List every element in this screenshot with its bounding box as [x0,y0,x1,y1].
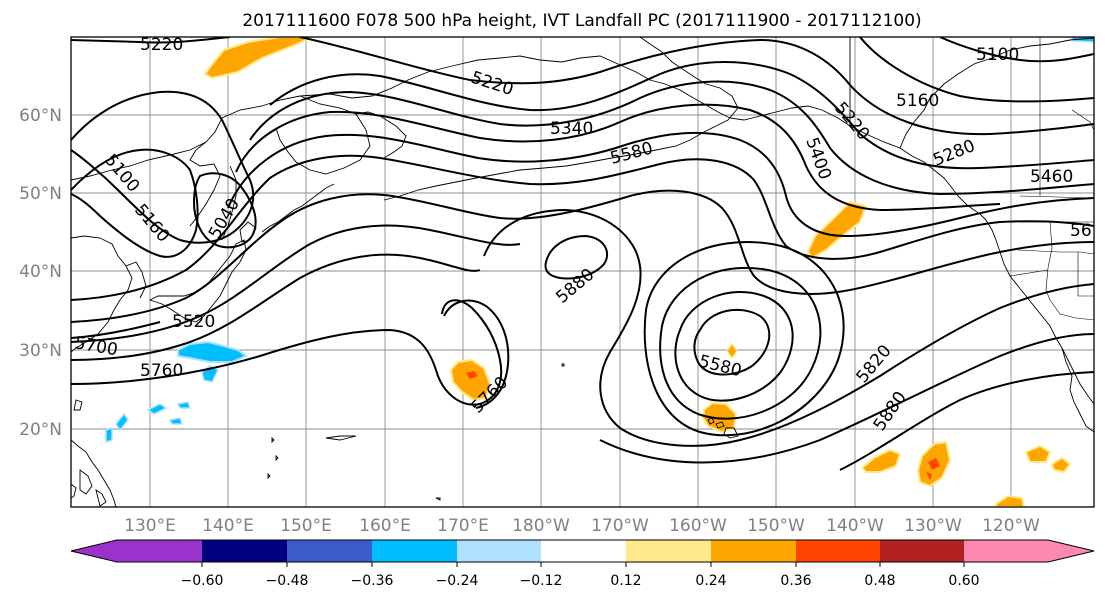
lon-tick-label: 120°W [982,516,1040,536]
contour-label: 5460 [1030,167,1073,187]
contour-label: 56 [1070,221,1092,241]
shade-positive-se-4 [1050,456,1072,474]
colorbar-segment [711,540,796,562]
colorbar-tick-label: −0.48 [266,573,309,589]
contour-label: 5340 [550,119,593,139]
contour-label: 5160 [896,91,939,111]
lon-tick-label: 160°W [669,516,727,536]
colorbar-tick-label: 0.24 [695,573,726,589]
colorbar-tick-label: 0.60 [948,573,979,589]
shade-positive-diamond [726,342,738,360]
shade-negative-japan [177,340,248,363]
figure-title: 2017111600 F078 500 hPa height, IVT Land… [242,11,921,31]
colorbar-extend-over [1048,540,1094,562]
colorbar-tick-label: 0.12 [610,573,641,589]
shade-negative-sw-2 [176,401,192,409]
colorbar-segment [796,540,880,562]
shade-positive-se-3 [1024,444,1052,463]
ivt-shading [105,37,1094,507]
colorbar-extend-under [71,540,117,562]
shade-negative-sw-5 [168,417,184,425]
colorbar-segment [202,540,287,562]
lat-tick-label: 60°N [19,106,62,126]
shade-negative-sw-4 [105,426,113,444]
colorbar-tick-label: 0.48 [864,573,895,589]
lon-tick-label: 150°W [747,516,805,536]
lon-tick-label: 150°E [280,516,332,536]
lon-tick-label: 170°W [591,516,649,536]
shade-positive-se-1 [860,448,902,473]
longitude-labels: 130°E 140°E 150°E 160°E 170°E 180°W 170°… [124,516,1040,536]
shade-positive-170e-core [466,371,478,379]
shade-positive-nepac [806,200,868,260]
lat-tick-label: 40°N [19,262,62,282]
contour-label: 5520 [172,312,215,332]
colorbar-tick-label: −0.12 [520,573,563,589]
colorbar-segment [372,540,457,562]
colorbar-segment [457,540,541,562]
lon-tick-label: 140°W [826,516,884,536]
lon-tick-label: 130°W [904,516,962,536]
colorbar-segment [626,540,711,562]
colorbar-segment [964,540,1048,562]
contour-label: 5220 [140,35,183,55]
contour-label: 5100 [976,45,1019,65]
lat-tick-label: 50°N [19,184,62,204]
colorbar-tick-label: −0.24 [436,573,479,589]
lon-tick-label: 140°E [202,516,254,536]
map-frame [70,36,1095,508]
colorbar-ticks [201,562,965,567]
map-panel: 5220 5220 5100 5160 5340 5580 5220 5400 … [70,35,1095,508]
coastlines [71,37,1094,507]
colorbar-segment [287,540,372,562]
lat-tick-label: 30°N [19,341,62,361]
height-contours [71,37,1094,471]
shade-positive-se-2-core [926,458,940,480]
colorbar-segment [541,540,626,562]
lon-tick-label: 130°E [124,516,176,536]
shade-positive-top [203,37,313,80]
colorbar-tick-label: 0.36 [780,573,811,589]
colorbar-outline [70,539,1095,563]
shade-positive-170e [449,358,492,402]
colorbar-segment [880,540,964,562]
colorbar-segment [117,540,202,562]
contour-label: 5760 [140,361,183,381]
shade-negative-sw-3 [115,412,129,432]
lon-tick-label: 170°E [437,516,489,536]
colorbar-tick-label: −0.60 [181,573,224,589]
latitude-labels: 60°N 50°N 40°N 30°N 20°N [19,106,62,440]
colorbar: −0.60 −0.48 −0.36 −0.24 −0.12 0.12 0.24 … [70,539,1095,589]
lat-tick-label: 20°N [19,420,62,440]
colorbar-tick-label: −0.36 [351,573,394,589]
lon-tick-label: 160°E [359,516,411,536]
lon-tick-label: 180°W [512,516,570,536]
shade-negative-sw-1 [146,403,168,415]
